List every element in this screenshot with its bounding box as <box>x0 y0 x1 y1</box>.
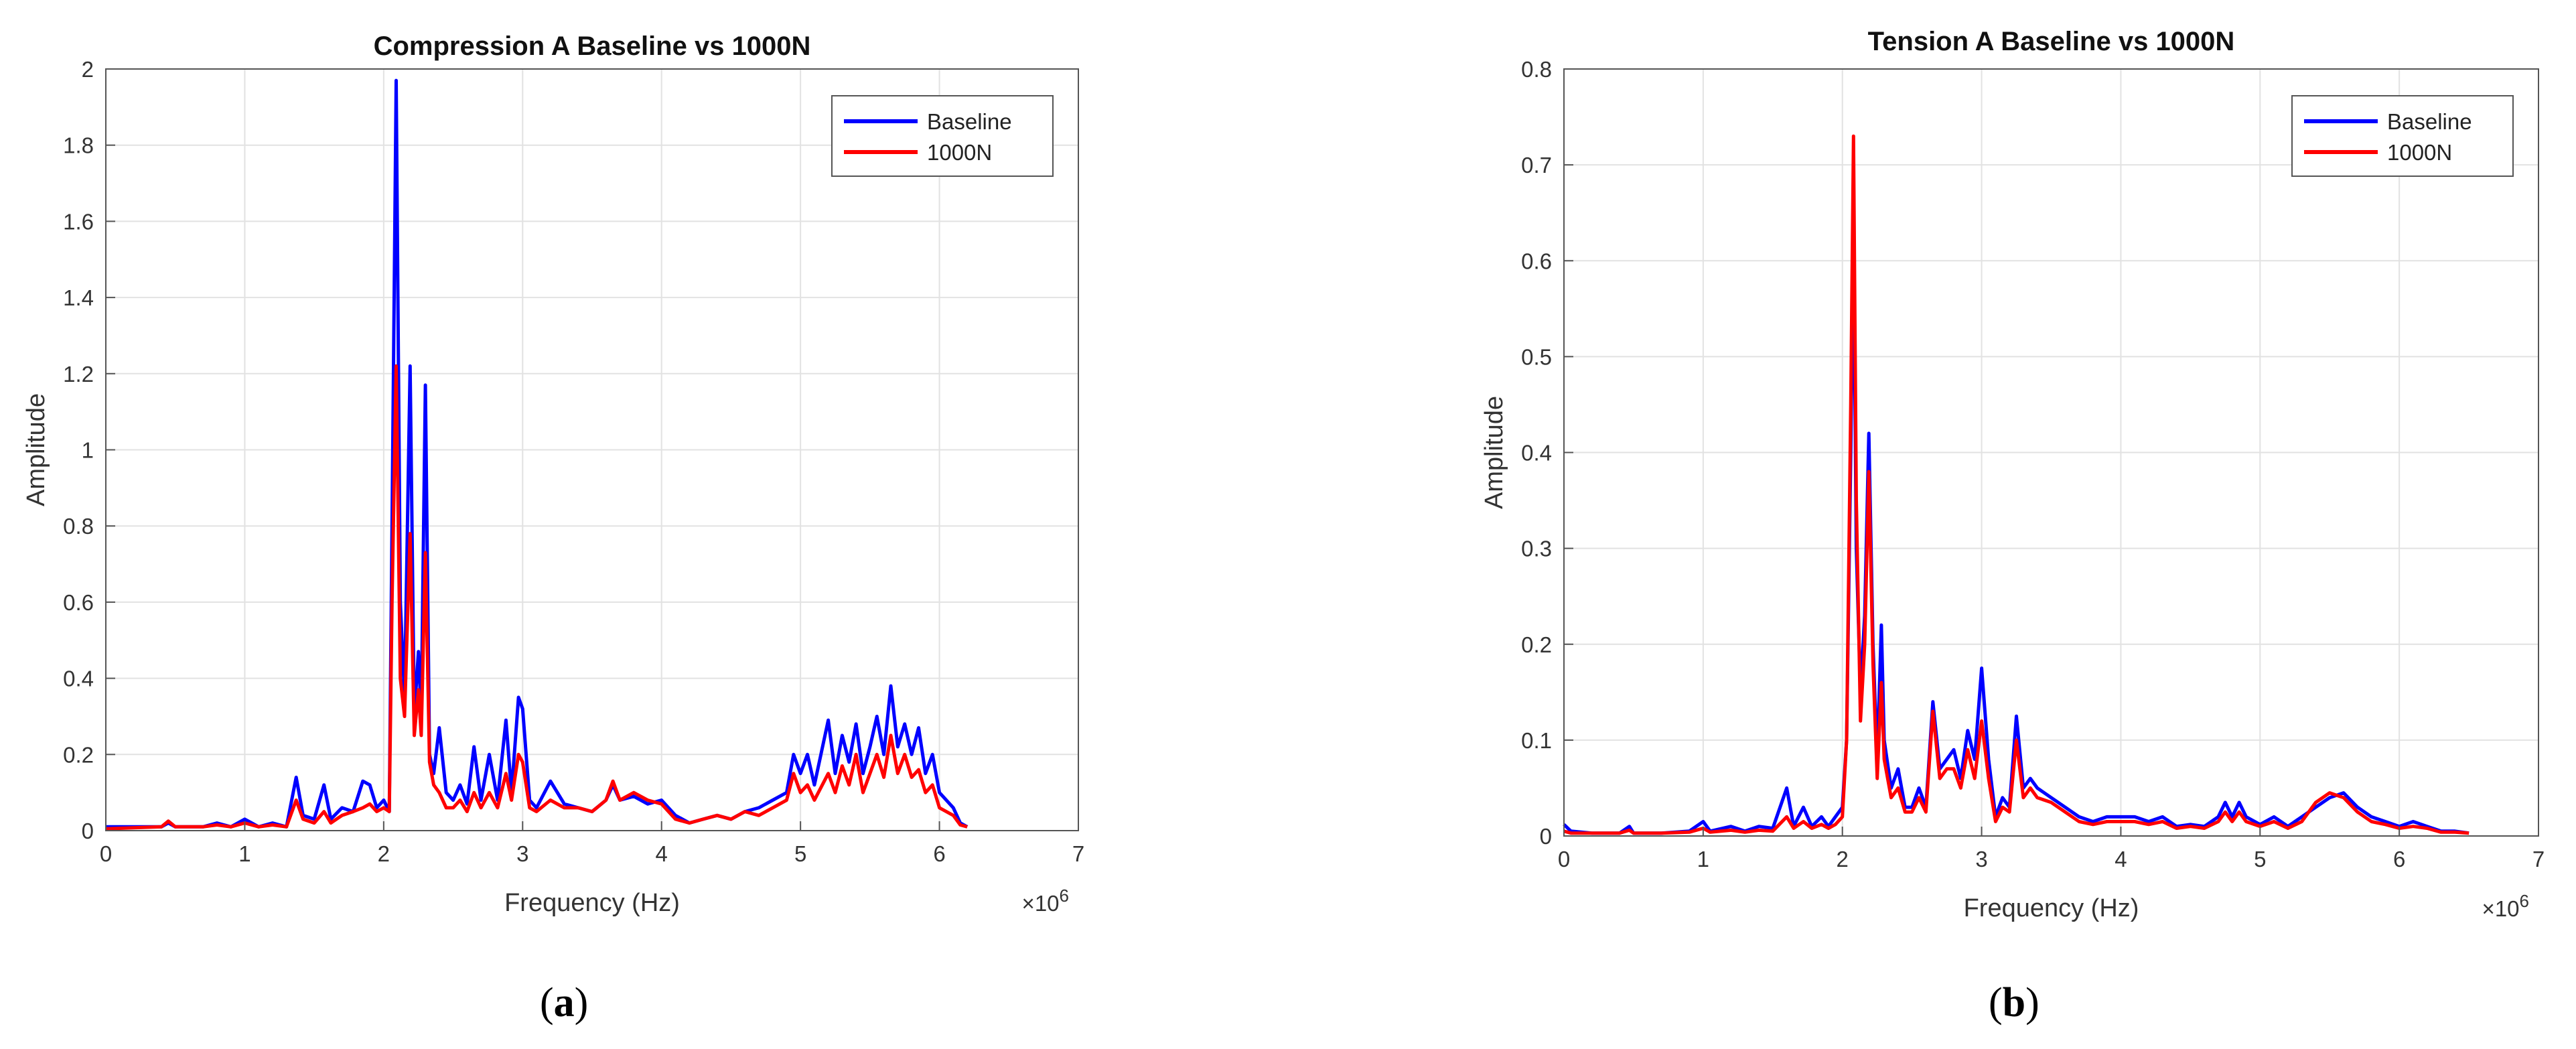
chart-a-x-axis-label: Frequency (Hz) <box>504 889 680 917</box>
chart-a-x-tick-label-7: 7 <box>1072 841 1084 866</box>
chart-b-y-tick-label-5: 0.5 <box>1521 344 1552 369</box>
chart-b-x-tick-label-5: 5 <box>2254 847 2266 871</box>
chart-a-y-tick-label-8: 1.6 <box>63 209 94 234</box>
chart-a-x-tick-label-2: 2 <box>378 841 390 866</box>
chart-panel-b: 0 1 2 3 4 5 6 7 0 0.1 0.2 0.3 0.4 0.5 0.6 0.7 0.8 Tension… <box>1288 0 2576 1049</box>
caption-a: (a) <box>540 979 588 1027</box>
chart-b-x-tick-label-1: 1 <box>1697 847 1709 871</box>
chart-a-x-tick-label-5: 5 <box>794 841 806 866</box>
chart-a-y-tick-label-10: 2 <box>82 57 94 82</box>
chart-b-x-exponent-power: 6 <box>2520 891 2529 911</box>
caption-a-letter: a <box>553 980 575 1026</box>
chart-a-title: Compression A Baseline vs 1000N <box>374 31 811 61</box>
chart-a-y-tick-label-2: 0.4 <box>63 667 94 691</box>
chart-a-y-tick-label-3: 0.6 <box>63 590 94 615</box>
chart-b-x-tick-label-2: 2 <box>1837 847 1849 871</box>
chart-a-svg: 0 1 2 3 4 5 6 700.20.40.60.811.21.41.61.82Compr… <box>22 31 1084 917</box>
chart-a-legend-label-baseline: Baseline <box>927 109 1012 134</box>
chart-a-y-axis-label: Amplitude <box>22 393 50 506</box>
chart-b-y-tick-label-4: 0.4 <box>1521 441 1552 466</box>
chart-b-x-tick-label-6: 6 <box>2393 847 2405 871</box>
chart-a-x-tick-label-3: 3 <box>516 841 528 866</box>
chart-b-y-tick-label-0: 0 <box>1540 824 1552 849</box>
chart-b-x-tick-label-3: 3 <box>1975 847 1987 871</box>
chart-b-svg: 0 1 2 3 4 5 6 700.10.20.30.40.50.60.70.8Tension… <box>1480 27 2545 922</box>
chart-a-legend-label-1000n: 1000N <box>927 140 992 165</box>
chart-a-y-tick-label-0: 0 <box>82 819 94 843</box>
chart-b-x-tick-label-0: 0 <box>1558 847 1570 871</box>
chart-b-series-baseline-line <box>1563 230 2470 835</box>
chart-a-y-tick-label-1: 0.2 <box>63 742 94 767</box>
chart-b-y-tick-label-7: 0.7 <box>1521 153 1552 178</box>
caption-a-close: ) <box>574 980 589 1026</box>
chart-b-x-axis-label: Frequency (Hz) <box>1964 894 2139 922</box>
caption-b-open: ( <box>1989 980 2003 1026</box>
chart-b-y-tick-label-6: 0.6 <box>1521 249 1552 273</box>
chart-panel-a: 0 1 2 3 4 5 6 7 0 0.2 0.4 0.6 0.8 1 1.2 1.4 1.6 1.8 2 Compr… <box>22 31 1084 917</box>
chart-a-y-tick-label-9: 1.8 <box>63 133 94 158</box>
chart-a-x-tick-label-1: 1 <box>238 841 251 866</box>
chart-a-y-tick-label-4: 0.8 <box>63 514 94 539</box>
chart-b-series-1000n-line <box>1563 134 2470 835</box>
chart-a-x-tick-label-0: 0 <box>100 841 112 866</box>
chart-a-legend <box>831 95 1054 177</box>
chart-b-title: Tension A Baseline vs 1000N <box>1868 27 2235 56</box>
chart-a-x-exponent-label: ×106 <box>1022 886 1069 916</box>
caption-b: (b) <box>1989 979 2040 1027</box>
chart-a-series-baseline-line <box>106 78 969 829</box>
chart-a-x-exponent-power: 6 <box>1060 886 1069 906</box>
chart-b-legend <box>2291 95 2514 177</box>
chart-b-y-tick-label-3: 0.3 <box>1521 537 1552 561</box>
chart-b-x-exponent-label: ×106 <box>2482 891 2529 921</box>
chart-a-y-tick-label-6: 1.2 <box>63 362 94 387</box>
caption-b-close: ) <box>2025 980 2040 1026</box>
caption-b-letter: b <box>2002 980 2026 1026</box>
chart-a-series-1000n-line <box>105 364 968 831</box>
chart-b-y-axis-label: Amplitude <box>1480 396 1508 509</box>
chart-b-legend-label-1000n: 1000N <box>2387 140 2452 165</box>
chart-b-legend-label-baseline: Baseline <box>2387 109 2472 134</box>
chart-b-y-tick-label-1: 0.1 <box>1521 728 1552 753</box>
chart-a-x-tick-label-6: 6 <box>933 841 945 866</box>
chart-b-x-tick-label-4: 4 <box>2115 847 2127 871</box>
chart-b-y-tick-label-8: 0.8 <box>1521 57 1552 82</box>
chart-b-x-tick-label-7: 7 <box>2532 847 2545 871</box>
chart-a-y-tick-label-7: 1.4 <box>63 285 94 310</box>
caption-a-open: ( <box>540 980 554 1026</box>
chart-b-y-tick-label-2: 0.2 <box>1521 632 1552 657</box>
chart-a-y-tick-label-5: 1 <box>82 438 94 463</box>
chart-a-x-tick-label-4: 4 <box>656 841 668 866</box>
